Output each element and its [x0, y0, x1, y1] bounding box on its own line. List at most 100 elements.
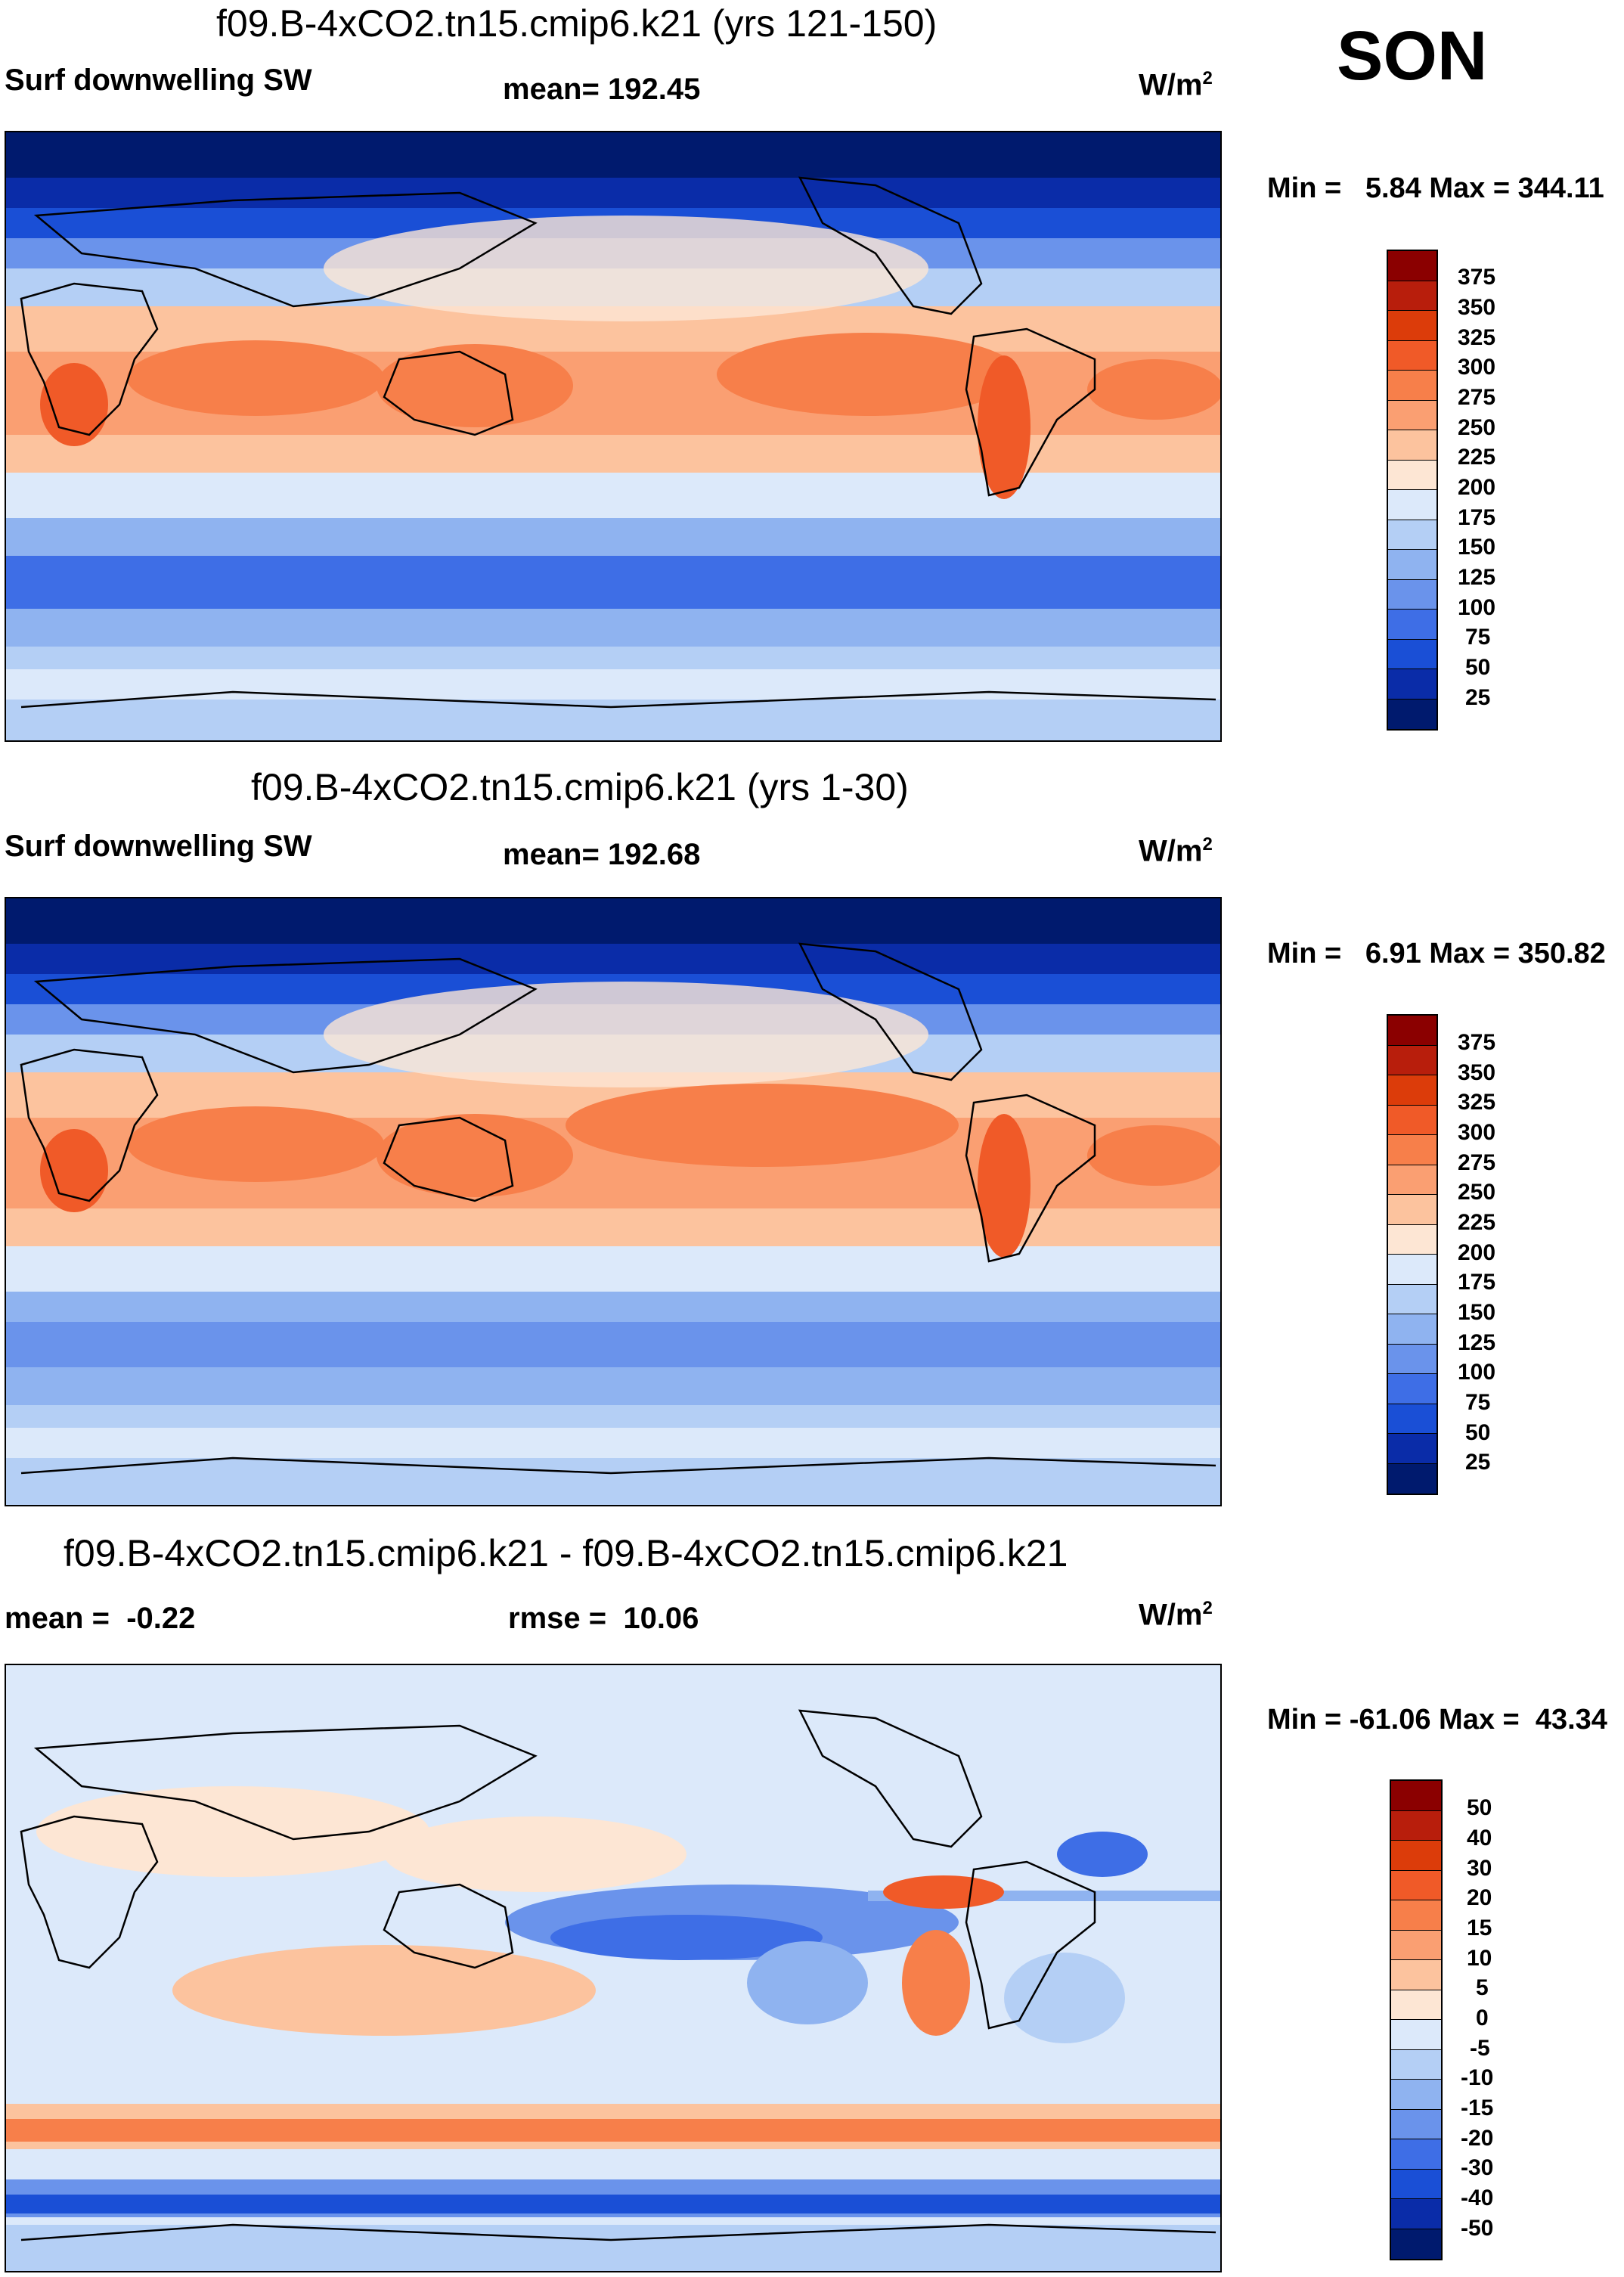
panel2-colorbar-swatch: [1388, 1135, 1436, 1165]
panel2-map: [5, 897, 1222, 1506]
panel1-colorbar-swatch: [1388, 669, 1436, 700]
panel1-colorbar-swatch: [1388, 699, 1436, 729]
panel1-colorbar-tick: 200: [1458, 475, 1496, 500]
panel2-colorbar-tick: 275: [1458, 1150, 1496, 1175]
panel2-colorbar-swatch: [1388, 1016, 1436, 1046]
panel3-colorbar-tick: 20: [1467, 1885, 1492, 1910]
panel3-colorbar-swatch: [1391, 1990, 1441, 2020]
panel3-colorbar-tick: 10: [1467, 1946, 1492, 1971]
panel2-colorbar-tick: 325: [1458, 1090, 1496, 1115]
panel3-colorbar-tick: 30: [1467, 1856, 1492, 1881]
panel2-colorbar-tick: 175: [1458, 1270, 1496, 1295]
season-label: SON: [1337, 17, 1488, 95]
panel3-units: W/m2: [1139, 1598, 1213, 1632]
panel3-colorbar-swatch: [1391, 2109, 1441, 2139]
panel1-mean-label: mean= 192.45: [503, 73, 701, 106]
panel1-colorbar-tick: 75: [1465, 625, 1491, 650]
panel3-colorbar-tick: -10: [1461, 2065, 1494, 2090]
panel1-colorbar-tick: 25: [1465, 685, 1491, 710]
panel3-colorbar-tick: -50: [1461, 2216, 1494, 2241]
panel2-colorbar-swatch: [1388, 1224, 1436, 1255]
panel3-rmse-label: rmse = 10.06: [508, 1602, 699, 1635]
panel3-colorbar-tick: 15: [1467, 1916, 1492, 1940]
panel1-colorbar-tick: 50: [1465, 655, 1491, 680]
panel2-colorbar-tick: 50: [1465, 1420, 1491, 1445]
panel2-colorbar-swatch: [1388, 1105, 1436, 1135]
panel3-title: f09.B-4xCO2.tn15.cmip6.k21 - f09.B-4xCO2…: [64, 1532, 1068, 1574]
panel3-mean-label: mean = -0.22: [5, 1602, 196, 1635]
panel2-colorbar-swatch: [1388, 1434, 1436, 1464]
panel3-colorbar-swatch: [1391, 2049, 1441, 2080]
panel2-colorbar-swatch: [1388, 1314, 1436, 1345]
panel2-colorbar-tick: 100: [1458, 1360, 1496, 1385]
panel1-colorbar-tick: 275: [1458, 385, 1496, 410]
panel1-colorbar-tick: 175: [1458, 505, 1496, 530]
panel1-colorbar-swatch: [1388, 490, 1436, 520]
panel1-colorbar-swatch: [1388, 520, 1436, 550]
panel3-colorbar-tick: -30: [1461, 2155, 1494, 2180]
panel2-colorbar-swatch: [1388, 1255, 1436, 1285]
panel3-colorbar: [1390, 1779, 1443, 2260]
panel3-colorbar-swatch: [1391, 1960, 1441, 1990]
panel3-colorbar-swatch: [1391, 1870, 1441, 1900]
panel1-colorbar-tick: 100: [1458, 595, 1496, 620]
panel1-units-base: W/m: [1139, 68, 1203, 102]
panel2-units-base: W/m: [1139, 834, 1203, 868]
panel1-colorbar-tick: 375: [1458, 265, 1496, 290]
panel1-colorbar-swatch: [1388, 311, 1436, 341]
panel1-variable-label: Surf downwelling SW: [5, 64, 312, 97]
panel3-colorbar-tick: -40: [1461, 2185, 1494, 2210]
panel3-colorbar-swatch: [1391, 1930, 1441, 1960]
panel2-colorbar-tick: 375: [1458, 1030, 1496, 1055]
panel2-colorbar-tick: 150: [1458, 1300, 1496, 1325]
panel3-units-exp: 2: [1202, 1598, 1213, 1618]
panel2-units: W/m2: [1139, 834, 1213, 868]
panel3-colorbar-tick: -20: [1461, 2126, 1494, 2151]
panel3-colorbar-swatch: [1391, 1900, 1441, 1931]
panel3-colorbar-tick: 5: [1476, 1975, 1489, 2000]
panel2-colorbar-tick: 350: [1458, 1060, 1496, 1085]
panel2-colorbar-tick: 250: [1458, 1180, 1496, 1205]
panel3-colorbar-tick: 40: [1467, 1826, 1492, 1850]
panel2-colorbar-swatch: [1388, 1045, 1436, 1075]
panel2-colorbar-swatch: [1388, 1344, 1436, 1374]
panel2-colorbar-tick: 225: [1458, 1210, 1496, 1235]
panel3-colorbar-tick: 50: [1467, 1795, 1492, 1820]
panel2-colorbar: [1387, 1014, 1438, 1495]
panel3-minmax: Min = -61.06 Max = 43.34: [1267, 1704, 1607, 1736]
panel2-colorbar-swatch: [1388, 1075, 1436, 1106]
panel3-colorbar-tick: -5: [1470, 2036, 1490, 2061]
panel1-colorbar-swatch: [1388, 610, 1436, 640]
panel2-mean-label: mean= 192.68: [503, 838, 701, 871]
panel3-colorbar-swatch: [1391, 1810, 1441, 1841]
panel3-colorbar-tick: 0: [1476, 2006, 1489, 2030]
panel1-minmax: Min = 5.84 Max = 344.11: [1267, 172, 1604, 204]
panel1-colorbar-swatch: [1388, 639, 1436, 669]
panel1-colorbar-tick: 125: [1458, 565, 1496, 590]
panel2-colorbar-tick: 75: [1465, 1390, 1491, 1415]
panel3-colorbar-swatch: [1391, 2169, 1441, 2199]
panel2-variable-label: Surf downwelling SW: [5, 830, 312, 863]
panel1-colorbar-swatch: [1388, 579, 1436, 610]
panel1-units-exp: 2: [1202, 68, 1213, 88]
panel2-colorbar-tick: 200: [1458, 1240, 1496, 1265]
panel1-map: [5, 131, 1222, 742]
panel3-colorbar-swatch: [1391, 2139, 1441, 2170]
panel2-colorbar-swatch: [1388, 1404, 1436, 1434]
panel1-colorbar-tick: 325: [1458, 325, 1496, 350]
panel1-colorbar-swatch: [1388, 251, 1436, 281]
panel3-colorbar-swatch: [1391, 2229, 1441, 2259]
panel3-units-base: W/m: [1139, 1598, 1203, 1632]
panel1-colorbar-tick: 150: [1458, 535, 1496, 560]
panel2-colorbar-swatch: [1388, 1284, 1436, 1314]
panel3-colorbar-tick: -15: [1461, 2096, 1494, 2120]
panel1-colorbar-swatch: [1388, 400, 1436, 430]
panel2-title: f09.B-4xCO2.tn15.cmip6.k21 (yrs 1-30): [251, 766, 909, 808]
panel1-colorbar-swatch: [1388, 460, 1436, 490]
panel2-minmax: Min = 6.91 Max = 350.82: [1267, 938, 1606, 969]
panel1-colorbar-swatch: [1388, 430, 1436, 461]
panel1-colorbar-tick: 300: [1458, 355, 1496, 380]
panel1-units: W/m2: [1139, 68, 1213, 102]
panel2-units-exp: 2: [1202, 834, 1213, 855]
panel1-colorbar-swatch: [1388, 340, 1436, 371]
